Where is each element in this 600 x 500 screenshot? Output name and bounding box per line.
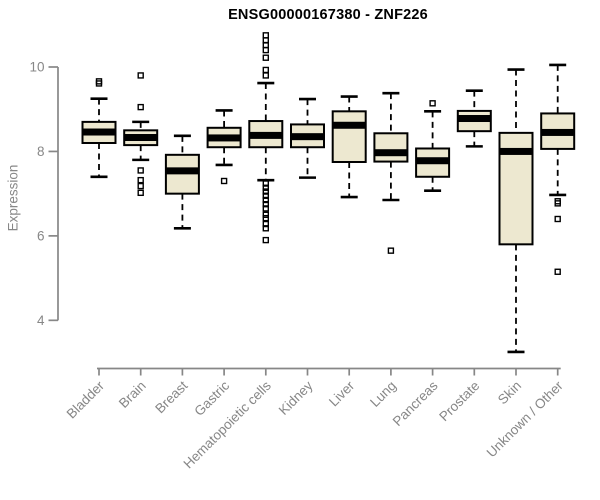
outlier-hematopoietic-cells (262, 211, 269, 218)
y-tick-label-8: 8 (37, 144, 45, 159)
outlier-brain (137, 182, 144, 190)
outlier-bladder (95, 80, 103, 87)
y-tick-label-6: 6 (37, 229, 45, 244)
outlier-hematopoietic-cells (262, 205, 269, 212)
outlier-hematopoietic-cells (262, 184, 269, 191)
x-tick-label-skin: Skin (495, 378, 524, 407)
median-lung (374, 149, 408, 157)
x-tick-label-kidney: Kidney (276, 378, 316, 418)
outlier-brain (137, 167, 144, 174)
y-tick-label-4: 4 (37, 313, 45, 328)
median-unknown-other (541, 128, 575, 136)
median-kidney (291, 133, 324, 141)
x-tick-label-breast: Breast (152, 378, 190, 416)
box-liver (331, 110, 367, 163)
outlier-hematopoietic-cells (262, 32, 269, 39)
outlier-hematopoietic-cells (262, 192, 269, 199)
median-pancreas (416, 157, 450, 165)
outlier-brain (137, 72, 144, 79)
outlier-hematopoietic-cells (262, 54, 269, 61)
x-tick-label-pancreas: Pancreas (390, 378, 441, 429)
outlier-brain (137, 103, 144, 111)
outlier-hematopoietic-cells (262, 201, 269, 208)
median-prostate (457, 115, 491, 123)
outlier-pancreas (429, 100, 436, 107)
median-liver (332, 121, 366, 129)
outlier-brain (137, 176, 144, 184)
median-hematopoietic-cells (249, 131, 283, 139)
outlier-hematopoietic-cells (262, 220, 269, 228)
x-tick-label-brain: Brain (116, 378, 149, 411)
y-tick-label-10: 10 (29, 60, 44, 75)
x-tick-label-liver: Liver (326, 378, 358, 410)
outlier-hematopoietic-cells (262, 196, 269, 204)
box-lung (373, 132, 409, 163)
outlier-unknown-other (554, 200, 561, 207)
median-skin (499, 147, 533, 155)
median-bladder (82, 128, 116, 136)
median-brain (124, 134, 158, 142)
outlier-hematopoietic-cells (262, 236, 269, 244)
outlier-brain (137, 189, 144, 197)
chart-title: ENSG00000167380 - ZNF226 (228, 7, 428, 23)
outlier-hematopoietic-cells (262, 214, 269, 222)
median-gastric (207, 134, 241, 142)
outlier-hematopoietic-cells (262, 188, 269, 195)
outlier-hematopoietic-cells (262, 46, 269, 54)
x-tick-label-prostate: Prostate (436, 378, 482, 424)
outlier-gastric (220, 177, 228, 185)
outlier-unknown-other (554, 215, 561, 223)
outlier-hematopoietic-cells (262, 66, 269, 74)
outlier-lung (387, 247, 395, 254)
outlier-hematopoietic-cells (262, 180, 269, 187)
x-tick-label-bladder: Bladder (64, 378, 108, 422)
median-breast (165, 167, 199, 175)
outlier-unknown-other (554, 268, 561, 275)
x-tick-label-gastric: Gastric (191, 378, 232, 419)
outlier-hematopoietic-cells (262, 72, 269, 79)
x-tick-label-unknown-other: Unknown / Other (484, 378, 567, 461)
x-tick-label-lung: Lung (367, 378, 399, 410)
outlier-hematopoietic-cells (262, 225, 269, 232)
